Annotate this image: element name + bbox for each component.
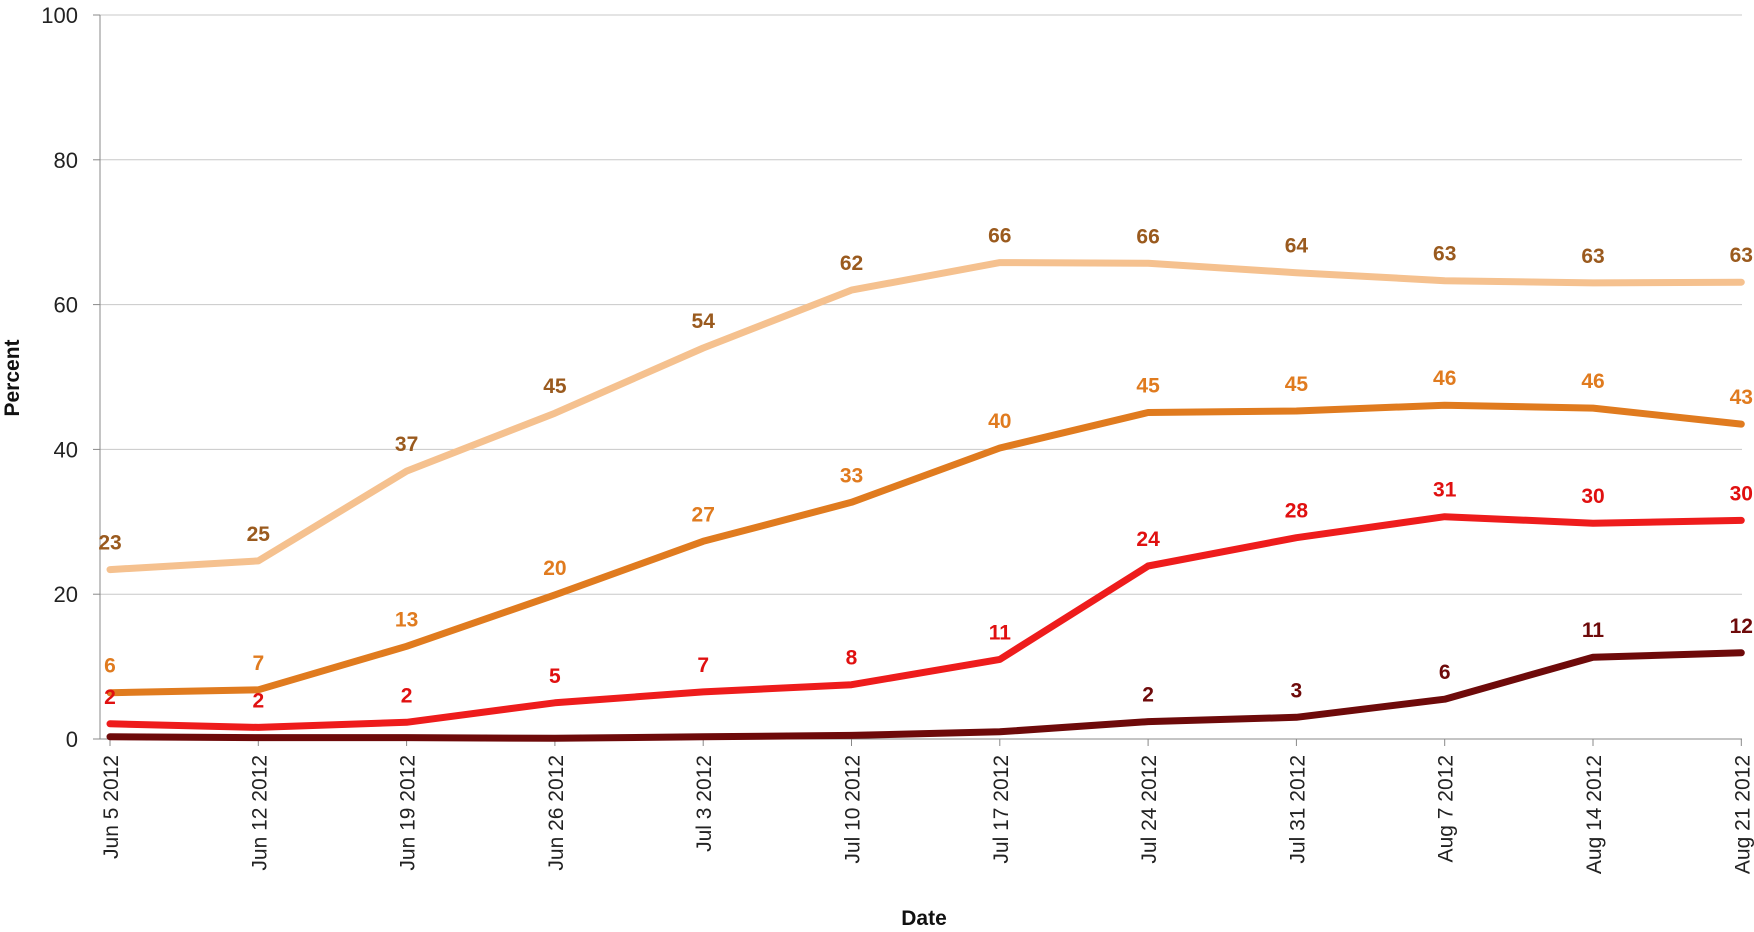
data-label: 13 xyxy=(395,608,418,631)
axes: 0 20 40 60 80 100 Jun 5 2012 Jun 12 2012 Jun 19 … xyxy=(41,3,1754,874)
data-label: 31 xyxy=(1433,479,1457,502)
data-label: 2 xyxy=(401,684,413,707)
data-label: 8 xyxy=(846,647,858,670)
data-label: 45 xyxy=(543,375,567,398)
data-label: 46 xyxy=(1433,367,1456,390)
data-label: 2 xyxy=(104,686,116,709)
data-label: 66 xyxy=(1136,225,1159,248)
data-label: 3 xyxy=(1291,679,1303,702)
gridlines xyxy=(100,14,1742,595)
data-label: 66 xyxy=(988,225,1011,248)
y-tick-label: 80 xyxy=(54,148,78,173)
data-label: 30 xyxy=(1581,485,1604,508)
data-label: 64 xyxy=(1285,235,1309,258)
data-label: 7 xyxy=(697,654,709,677)
x-tick-label: Aug 14 2012 xyxy=(1583,755,1606,874)
series-line-1 xyxy=(106,259,1745,574)
x-tick-label: Jun 19 2012 xyxy=(397,755,420,871)
series-line-2 xyxy=(106,401,1745,697)
x-axis-title: Date xyxy=(901,907,947,930)
data-label: 5 xyxy=(549,665,561,688)
series-lines xyxy=(106,259,1745,742)
x-tick-label: Jun 5 2012 xyxy=(100,755,123,859)
series-line-3 xyxy=(106,513,1745,731)
x-tick-label: Jul 17 2012 xyxy=(990,755,1013,864)
data-label: 33 xyxy=(840,464,863,487)
data-label: 45 xyxy=(1285,373,1309,396)
data-label: 46 xyxy=(1581,370,1604,393)
data-label: 24 xyxy=(1136,528,1160,551)
y-tick-label: 0 xyxy=(66,727,78,752)
data-label: 43 xyxy=(1730,386,1753,409)
data-label: 62 xyxy=(840,252,863,275)
x-tick-label: Jun 12 2012 xyxy=(248,755,271,871)
series-line-4 xyxy=(106,649,1745,742)
y-tick-label: 100 xyxy=(41,3,78,28)
data-label: 63 xyxy=(1581,245,1604,268)
data-label: 6 xyxy=(1439,661,1451,684)
data-label: 11 xyxy=(989,621,1012,644)
data-label: 7 xyxy=(252,652,264,675)
y-axis-title: Percent xyxy=(1,339,24,416)
x-tick-label: Jul 10 2012 xyxy=(842,755,865,864)
data-label: 25 xyxy=(247,523,271,546)
y-tick-label: 60 xyxy=(54,293,78,318)
data-label: 11 xyxy=(1582,619,1605,642)
data-label: 20 xyxy=(543,557,566,580)
x-tick-label: Jun 26 2012 xyxy=(545,755,568,871)
data-label: 63 xyxy=(1730,244,1753,267)
data-label: 12 xyxy=(1730,615,1753,638)
x-tick-label: Jul 24 2012 xyxy=(1138,755,1161,864)
data-label: 27 xyxy=(692,503,715,526)
data-label: 40 xyxy=(988,410,1011,433)
data-label: 28 xyxy=(1285,500,1309,523)
data-label: 37 xyxy=(395,433,418,456)
x-tick-label: Aug 21 2012 xyxy=(1731,755,1754,874)
y-tick-label: 40 xyxy=(54,437,78,462)
x-tick-label: Jul 31 2012 xyxy=(1286,755,1309,864)
y-tick-label: 20 xyxy=(54,582,78,607)
data-label: 54 xyxy=(692,310,716,333)
data-label: 2 xyxy=(252,689,264,712)
data-label: 6 xyxy=(104,655,116,678)
data-label: 2 xyxy=(1142,684,1154,707)
data-label: 45 xyxy=(1136,374,1160,397)
data-label: 30 xyxy=(1730,482,1753,505)
data-label: 23 xyxy=(98,532,121,555)
x-tick-label: Jul 3 2012 xyxy=(693,755,716,852)
x-tick-label: Aug 7 2012 xyxy=(1435,755,1458,862)
data-label: 63 xyxy=(1433,243,1456,266)
